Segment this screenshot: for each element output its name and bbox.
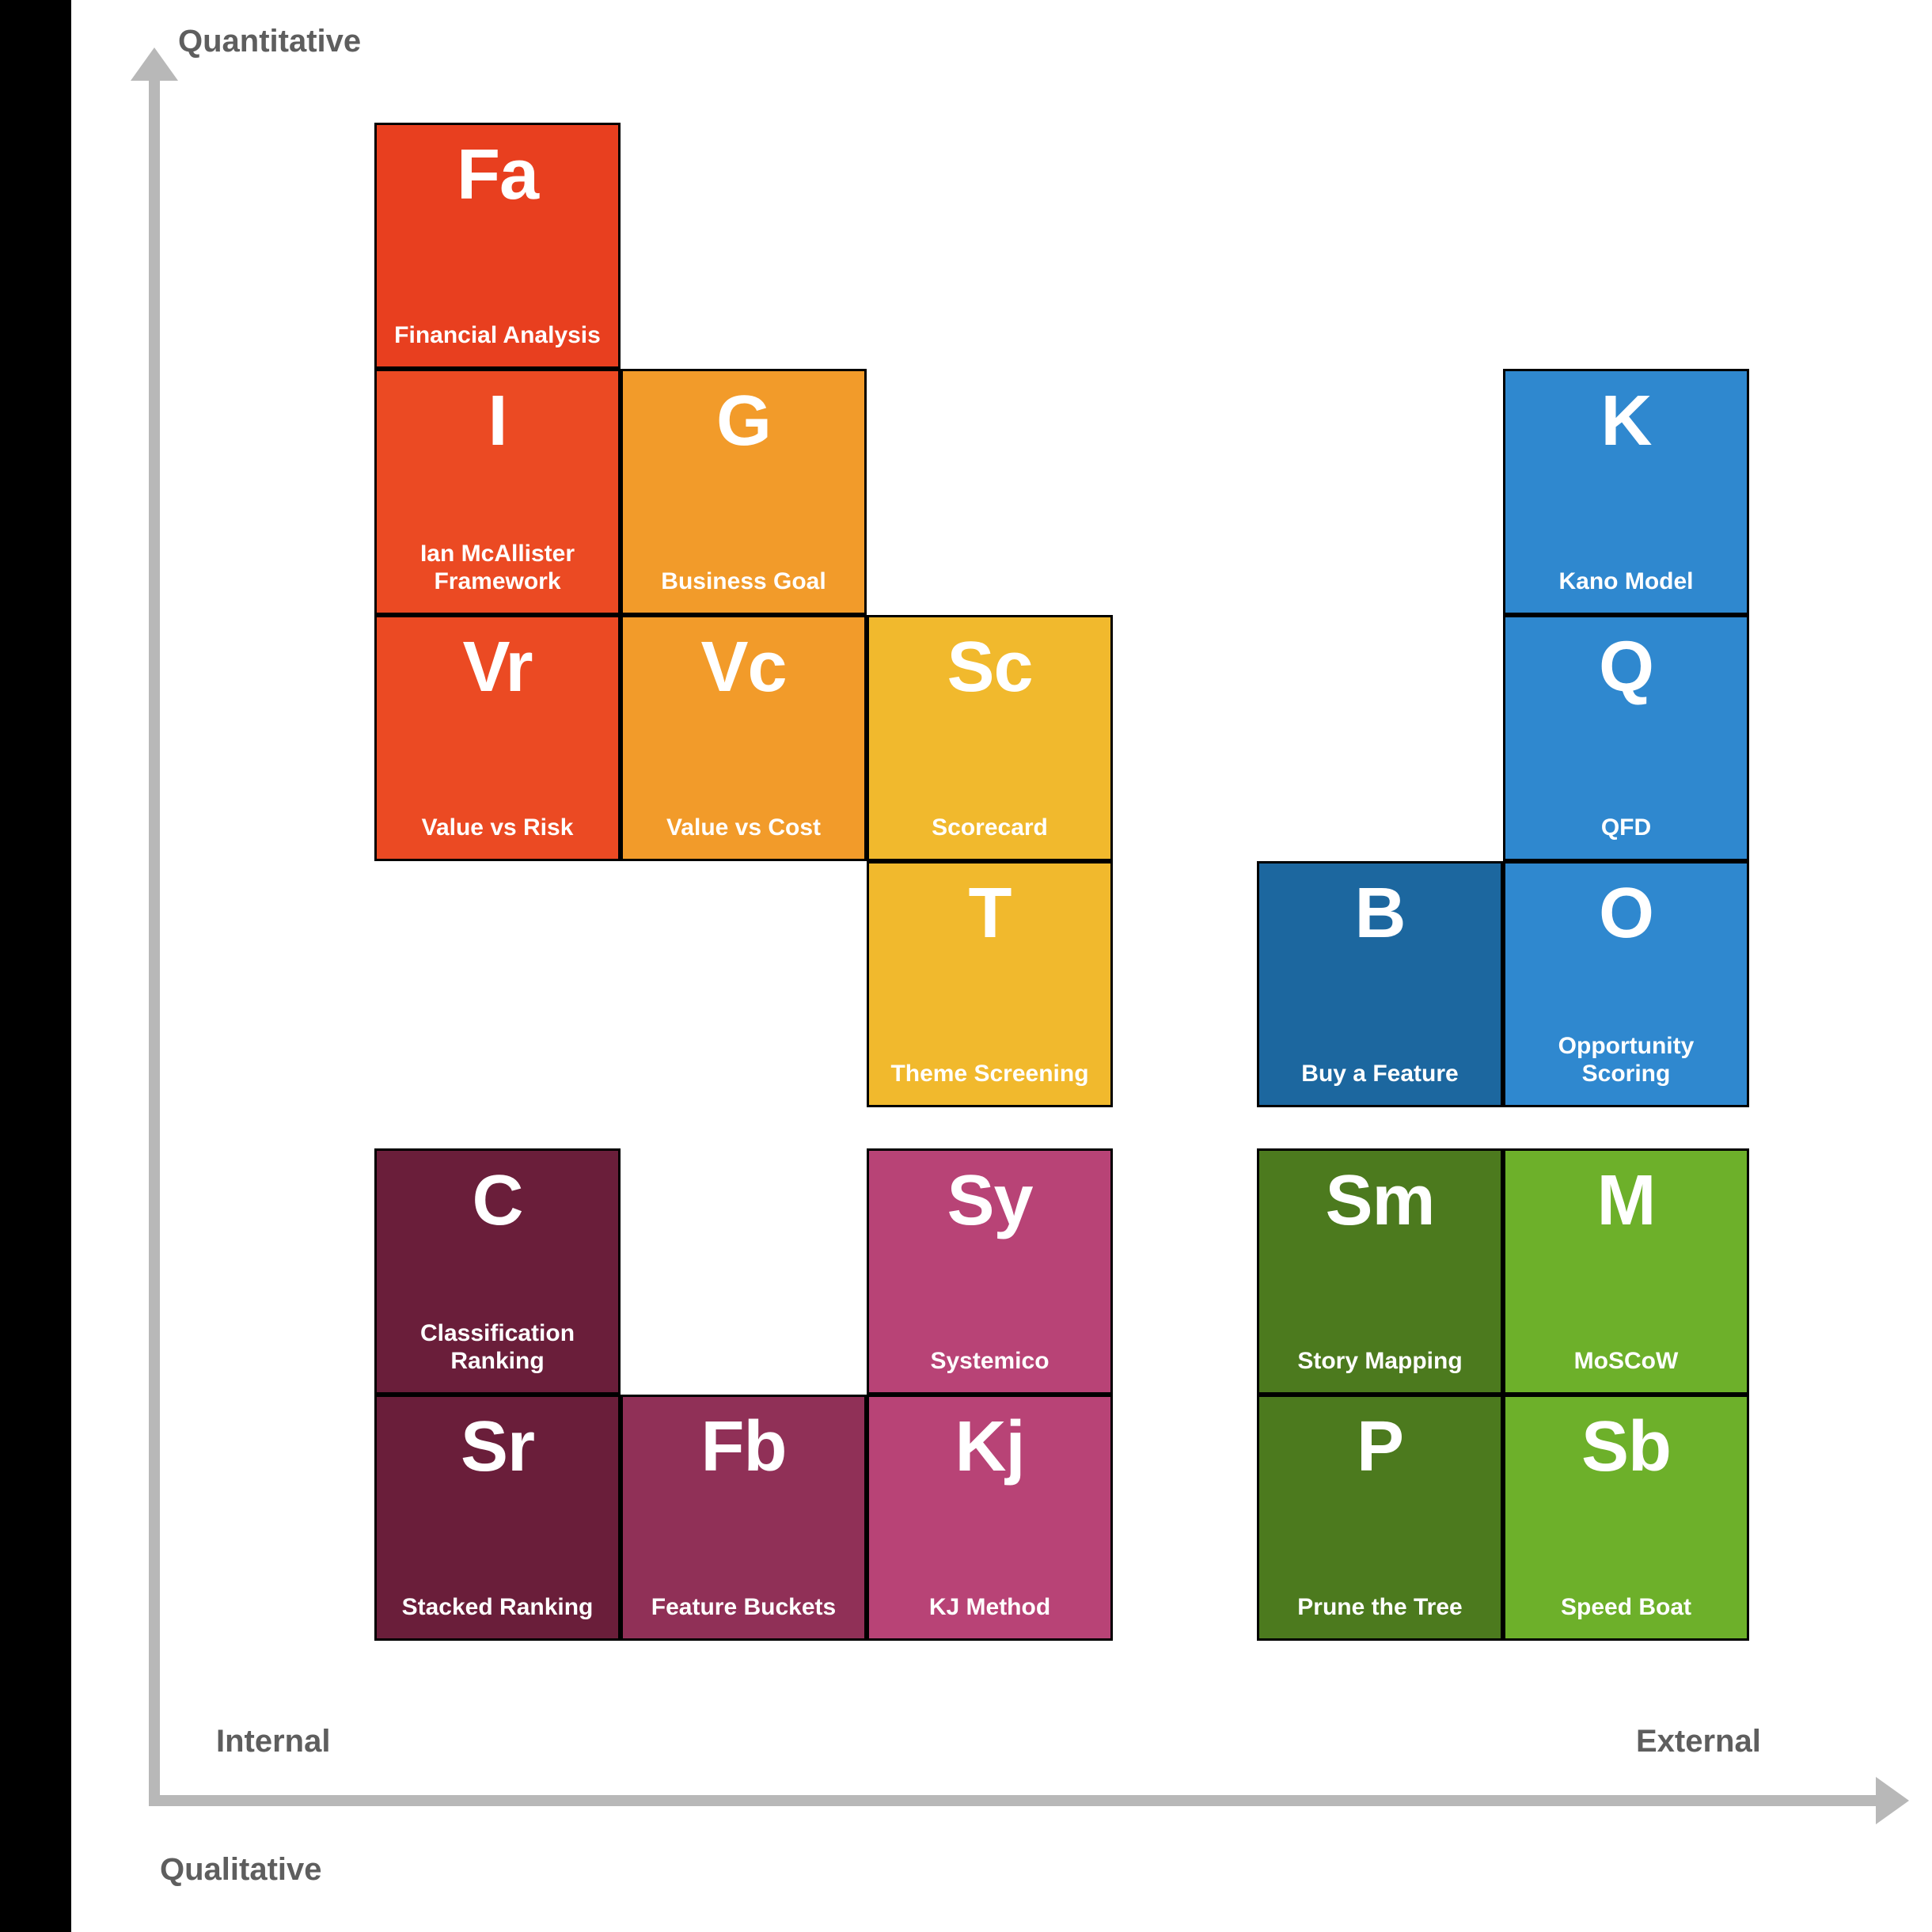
cell-symbol: G <box>716 385 771 457</box>
cell-label: Kano Model <box>1513 568 1739 596</box>
cell-symbol: Sr <box>461 1411 534 1482</box>
cell-symbol: Vc <box>700 632 786 703</box>
cell-label: Scorecard <box>877 814 1103 842</box>
cell-label: Buy a Feature <box>1267 1061 1493 1088</box>
cell-symbol: Vr <box>462 632 532 703</box>
y-axis-arrow-icon <box>131 47 178 81</box>
cell-label: Opportunity Scoring <box>1513 1033 1739 1087</box>
axis-label-internal: Internal <box>216 1724 330 1759</box>
cell-symbol: Sy <box>947 1165 1032 1236</box>
cell-b: B Buy a Feature <box>1257 861 1503 1107</box>
cell-q: Q QFD <box>1503 615 1749 861</box>
cell-label: Value vs Risk <box>385 814 610 842</box>
cell-g: G Business Goal <box>621 369 867 615</box>
cell-label: Theme Screening <box>877 1061 1103 1088</box>
cell-fa: Fa Financial Analysis <box>374 123 621 369</box>
cell-label: Ian McAllister Framework <box>385 541 610 595</box>
cell-c: C Classification Ranking <box>374 1148 621 1395</box>
cell-symbol: K <box>1601 385 1652 457</box>
cell-vc: Vc Value vs Cost <box>621 615 867 861</box>
cell-sr: Sr Stacked Ranking <box>374 1395 621 1641</box>
cell-symbol: Fa <box>457 139 538 211</box>
left-black-strip <box>0 0 71 1932</box>
cell-symbol: Fb <box>701 1411 787 1482</box>
cell-symbol: M <box>1597 1165 1656 1236</box>
cell-symbol: P <box>1357 1411 1403 1482</box>
cell-label: Story Mapping <box>1267 1348 1493 1376</box>
cell-sy: Sy Systemico <box>867 1148 1113 1395</box>
cell-label: Classification Ranking <box>385 1320 610 1375</box>
cell-symbol: Sb <box>1581 1411 1671 1482</box>
cell-sb: Sb Speed Boat <box>1503 1395 1749 1641</box>
cell-label: Systemico <box>877 1348 1103 1376</box>
cell-p: P Prune the Tree <box>1257 1395 1503 1641</box>
cell-sc: Sc Scorecard <box>867 615 1113 861</box>
cell-symbol: T <box>969 878 1012 949</box>
cell-label: QFD <box>1513 814 1739 842</box>
y-axis-line <box>149 71 160 1806</box>
cell-m: M MoSCoW <box>1503 1148 1749 1395</box>
cell-kj: Kj KJ Method <box>867 1395 1113 1641</box>
cell-symbol: C <box>473 1165 523 1236</box>
cell-symbol: Sm <box>1325 1165 1434 1236</box>
cell-i: I Ian McAllister Framework <box>374 369 621 615</box>
cell-fb: Fb Feature Buckets <box>621 1395 867 1641</box>
cell-symbol: Q <box>1599 632 1653 703</box>
cell-vr: Vr Value vs Risk <box>374 615 621 861</box>
x-axis-line <box>149 1795 1876 1806</box>
cell-symbol: O <box>1599 878 1653 949</box>
x-axis-arrow-icon <box>1876 1777 1909 1824</box>
cell-symbol: Sc <box>947 632 1032 703</box>
cell-sm: Sm Story Mapping <box>1257 1148 1503 1395</box>
axis-label-external: External <box>1636 1724 1761 1759</box>
cell-symbol: Kj <box>955 1411 1025 1482</box>
cell-label: Financial Analysis <box>385 322 610 350</box>
cell-t: T Theme Screening <box>867 861 1113 1107</box>
cell-label: Business Goal <box>631 568 856 596</box>
cell-label: Value vs Cost <box>631 814 856 842</box>
cell-label: Speed Boat <box>1513 1594 1739 1622</box>
cell-o: O Opportunity Scoring <box>1503 861 1749 1107</box>
axis-label-quantitative: Quantitative <box>178 24 361 59</box>
cell-label: MoSCoW <box>1513 1348 1739 1376</box>
cell-label: Stacked Ranking <box>385 1594 610 1622</box>
axis-label-qualitative: Qualitative <box>160 1852 322 1888</box>
cell-k: K Kano Model <box>1503 369 1749 615</box>
cell-symbol: I <box>488 385 507 457</box>
chart-area: Quantitative Qualitative Internal Extern… <box>71 0 1932 1932</box>
cell-symbol: B <box>1355 878 1406 949</box>
cell-label: Prune the Tree <box>1267 1594 1493 1622</box>
cell-label: KJ Method <box>877 1594 1103 1622</box>
cell-label: Feature Buckets <box>631 1594 856 1622</box>
